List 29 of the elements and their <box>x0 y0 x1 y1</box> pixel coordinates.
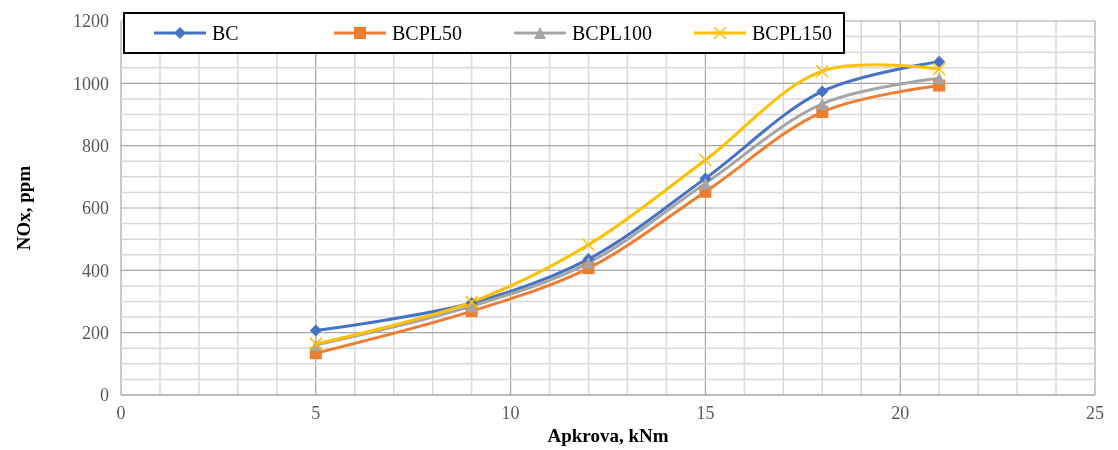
y-axis-title: NOx, ppm <box>13 165 34 251</box>
point <box>816 85 829 98</box>
y-tick-label: 1200 <box>73 11 109 32</box>
y-tick-label: 1000 <box>73 73 109 94</box>
x-tick-label: 10 <box>501 403 520 423</box>
x-tick-label: 25 <box>1086 403 1104 423</box>
point <box>815 64 830 78</box>
point <box>581 238 596 252</box>
point <box>933 55 946 68</box>
legend-label: BCPL50 <box>392 22 463 44</box>
point <box>932 62 946 76</box>
point <box>698 153 713 167</box>
x-axis-title: Apkrova, kNm <box>547 425 669 446</box>
y-tick-label: 600 <box>82 198 109 219</box>
y-tick-label: 800 <box>82 135 109 156</box>
legend-label: BC <box>212 22 239 44</box>
x-tick-label: 20 <box>891 403 910 423</box>
point <box>699 177 712 190</box>
y-tick-label: 200 <box>82 322 109 343</box>
y-tick-label: 0 <box>100 385 109 406</box>
point <box>933 72 946 85</box>
legend-label: BCPL100 <box>572 22 653 44</box>
x-tick-label: 0 <box>116 403 126 423</box>
point <box>309 324 322 337</box>
x-tick-label: 5 <box>311 403 321 423</box>
x-tick-label: 15 <box>696 403 715 423</box>
legend-label: BCPL150 <box>752 22 833 44</box>
y-tick-label: 400 <box>82 260 109 281</box>
point <box>816 97 829 110</box>
